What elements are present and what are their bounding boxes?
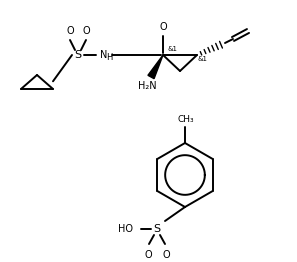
Text: HO: HO xyxy=(118,224,133,234)
Text: O: O xyxy=(159,22,167,32)
Text: O: O xyxy=(144,250,152,260)
Text: S: S xyxy=(75,50,82,60)
Text: &1: &1 xyxy=(198,56,208,62)
Text: O: O xyxy=(66,26,74,36)
Text: S: S xyxy=(154,224,161,234)
Text: H₂N: H₂N xyxy=(138,81,156,91)
Text: &1: &1 xyxy=(168,46,178,52)
Text: CH₃: CH₃ xyxy=(178,116,194,124)
Text: O: O xyxy=(82,26,90,36)
Polygon shape xyxy=(148,55,163,79)
Text: O: O xyxy=(162,250,170,260)
Text: H: H xyxy=(106,53,112,63)
Text: N: N xyxy=(100,50,108,60)
